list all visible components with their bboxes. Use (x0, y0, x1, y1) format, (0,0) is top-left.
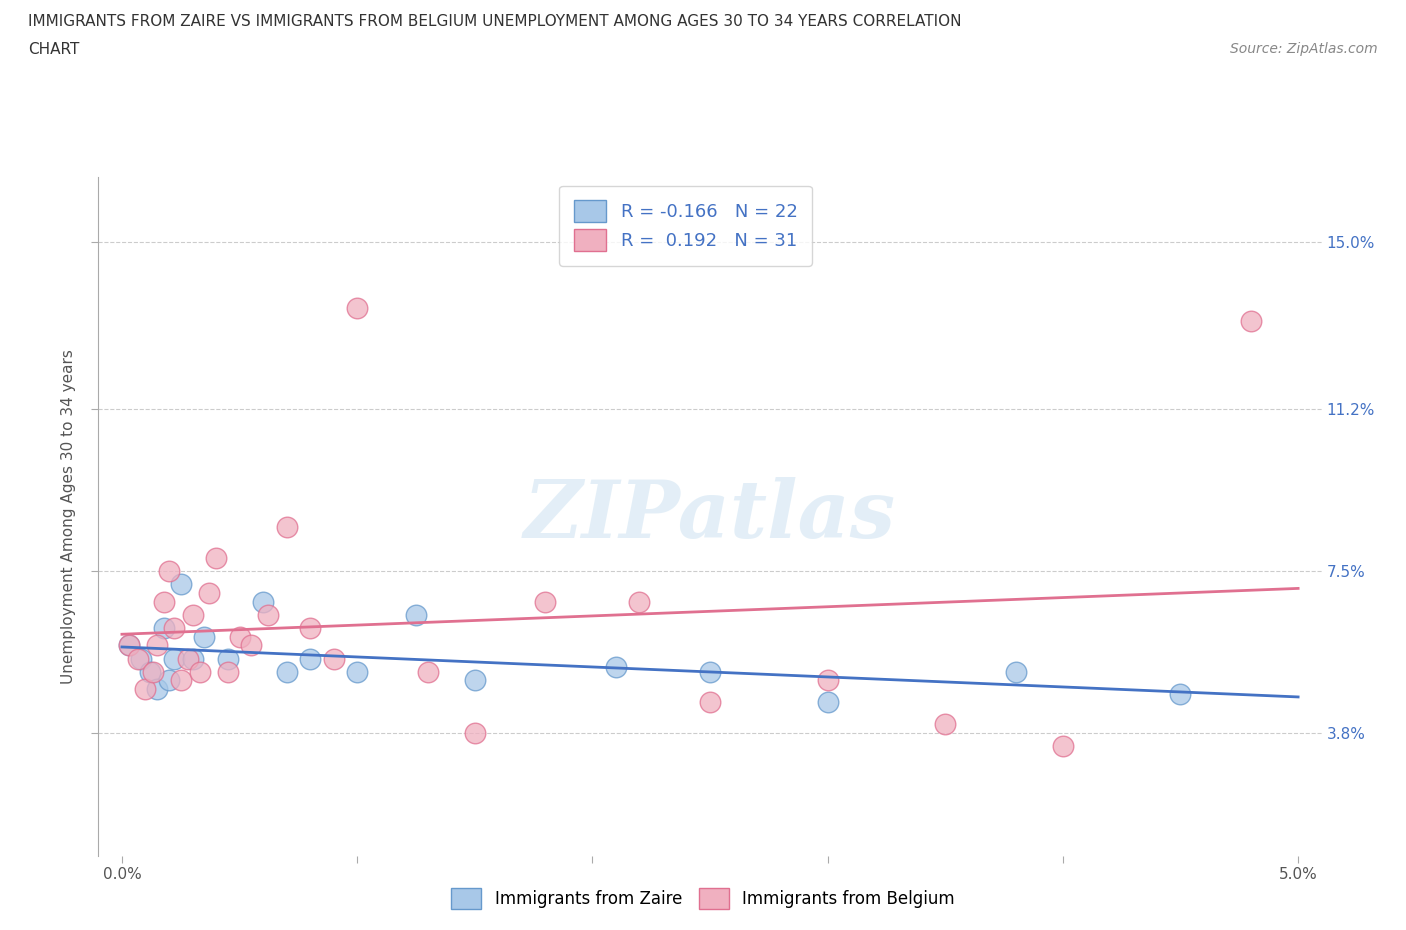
Point (129, 651, 152, 666)
Point (146, 682, 169, 697)
Point (118, 638, 141, 653)
Point (605, 659, 627, 674)
Point (276, 664, 298, 679)
Point (127, 651, 149, 666)
Point (346, 300, 368, 315)
Point (153, 620, 176, 635)
Point (1170, 686, 1192, 701)
Point (299, 620, 322, 635)
Point (346, 664, 368, 679)
Point (416, 664, 439, 679)
Point (1004, 664, 1026, 679)
Point (170, 673, 193, 688)
Text: IMMIGRANTS FROM ZAIRE VS IMMIGRANTS FROM BELGIUM UNEMPLOYMENT AMONG AGES 30 TO 3: IMMIGRANTS FROM ZAIRE VS IMMIGRANTS FROM… (28, 14, 962, 29)
Point (217, 664, 239, 679)
Point (157, 564, 180, 578)
Legend: R = -0.166   N = 22, R =  0.192   N = 31: R = -0.166 N = 22, R = 0.192 N = 31 (560, 186, 811, 266)
Point (217, 651, 239, 666)
Point (193, 630, 215, 644)
Text: Source: ZipAtlas.com: Source: ZipAtlas.com (1230, 42, 1378, 56)
Text: CHART: CHART (28, 42, 80, 57)
Y-axis label: Unemployment Among Ages 30 to 34 years: Unemployment Among Ages 30 to 34 years (60, 349, 76, 684)
Point (817, 695, 839, 710)
Point (170, 577, 193, 591)
Point (276, 520, 298, 535)
Point (157, 673, 180, 688)
Point (139, 664, 162, 679)
Point (628, 594, 651, 609)
Point (205, 551, 228, 565)
Point (464, 725, 486, 740)
Point (817, 673, 839, 688)
Point (252, 594, 274, 609)
Point (141, 664, 163, 679)
Point (322, 651, 344, 666)
Point (534, 594, 557, 609)
Point (188, 664, 211, 679)
Point (198, 585, 221, 600)
Point (299, 651, 322, 666)
Point (464, 673, 486, 688)
Point (240, 638, 263, 653)
Text: ZIPatlas: ZIPatlas (524, 477, 896, 555)
Point (146, 638, 169, 653)
Point (134, 682, 156, 697)
Point (181, 607, 204, 622)
Point (181, 651, 204, 666)
Point (177, 651, 200, 666)
Point (256, 607, 278, 622)
Point (163, 651, 186, 666)
Point (118, 638, 141, 653)
Point (1052, 738, 1074, 753)
Point (934, 717, 956, 732)
Point (1240, 313, 1263, 328)
Point (163, 620, 186, 635)
Legend: Immigrants from Zaire, Immigrants from Belgium: Immigrants from Zaire, Immigrants from B… (443, 880, 963, 917)
Point (405, 607, 427, 622)
Point (153, 594, 176, 609)
Point (228, 630, 250, 644)
Point (699, 695, 721, 710)
Point (699, 664, 721, 679)
